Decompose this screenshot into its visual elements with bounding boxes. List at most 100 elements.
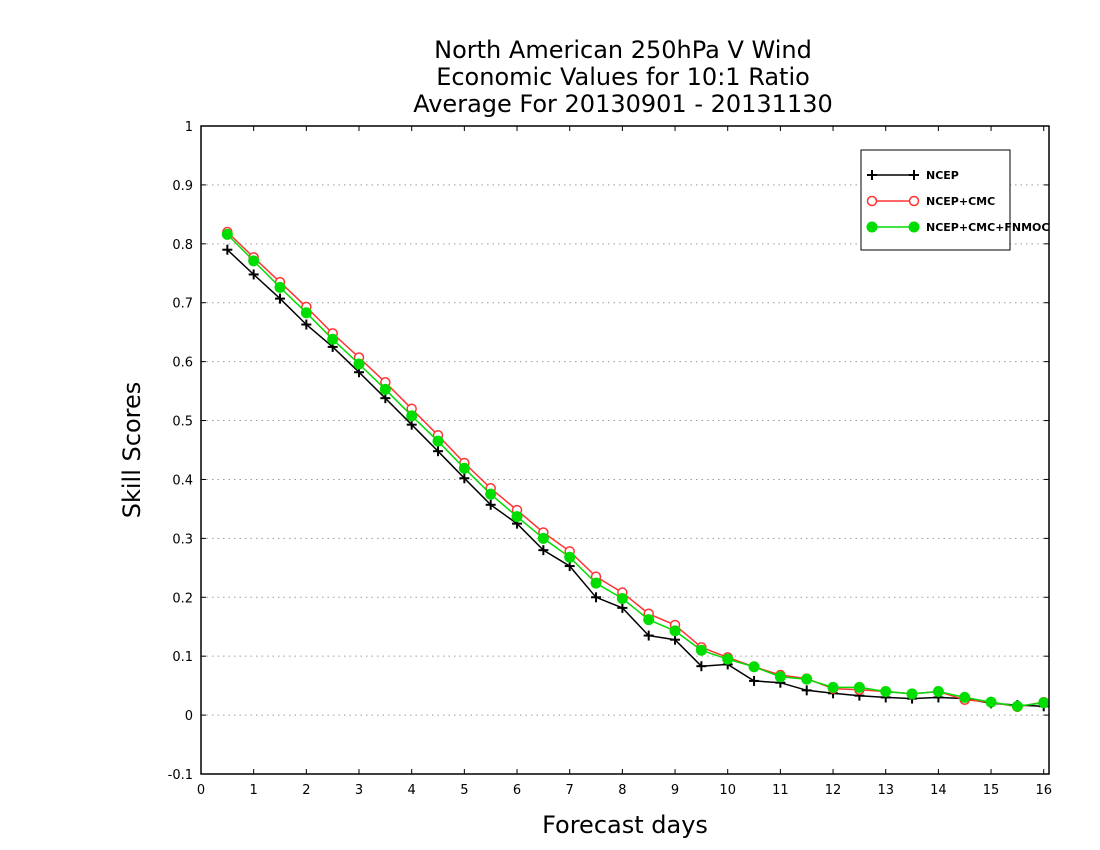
x-tick-label: 1: [250, 783, 258, 798]
x-tick-label: 7: [566, 783, 574, 798]
data-point: [866, 221, 878, 233]
y-axis: -0.1 0 0.1 0.2 0.3 0.4 0.5 0.6 0.7 0.8 0.9 1: [168, 120, 1049, 783]
data-point: [866, 195, 878, 207]
data-point: [695, 644, 707, 656]
data-point: [327, 333, 339, 345]
data-point: [433, 446, 444, 457]
chart-title-line-2: Economic Values for 10:1 Ratio: [436, 63, 810, 91]
x-axis-label: Forecast days: [542, 811, 708, 839]
series-ncep: [222, 244, 1049, 712]
series-group: [221, 226, 1050, 713]
chart-title-line-3: Average For 20130901 - 20131130: [413, 90, 833, 118]
data-point: [432, 435, 444, 447]
x-tick-label: 6: [513, 783, 521, 798]
data-point: [748, 661, 760, 673]
series-ncep-cmc: [222, 226, 1049, 713]
series-line: [226, 249, 1044, 708]
data-point: [801, 673, 813, 685]
data-point: [670, 634, 681, 645]
data-point: [458, 462, 470, 474]
data-point: [222, 244, 233, 255]
y-tick-label: -0.1: [168, 768, 193, 783]
data-point: [959, 691, 971, 703]
grid-lines: [201, 184, 1049, 716]
data-point: [248, 255, 260, 267]
data-point: [537, 532, 549, 544]
legend-label: NCEP+CMC+FNMOC: [926, 221, 1049, 234]
data-point: [301, 319, 312, 330]
data-point: [867, 170, 877, 180]
data-point: [538, 545, 549, 556]
data-point: [853, 681, 865, 693]
series-ncep-cmc-fnmoc: [221, 228, 1050, 712]
x-tick-label: 10: [719, 783, 736, 798]
data-point: [722, 653, 734, 665]
legend-item: NCEP+CMC: [866, 195, 995, 208]
y-tick-label: 0.8: [172, 238, 193, 253]
data-point: [669, 625, 681, 637]
y-tick-label: 0.3: [172, 532, 193, 547]
data-point: [590, 577, 602, 589]
legend-label: NCEP+CMC: [926, 195, 995, 208]
y-tick-label: 1: [185, 120, 193, 135]
y-tick-label: 0.1: [172, 650, 193, 665]
data-point: [616, 592, 628, 604]
x-axis: 0 1 2 3 4 5 6 7 8 9 10 11 12 13 14 15 16: [197, 126, 1052, 798]
x-tick-label: 4: [408, 783, 416, 798]
data-point: [485, 488, 497, 500]
data-point: [801, 685, 812, 696]
data-point: [880, 686, 892, 698]
data-point: [275, 293, 286, 304]
y-axis-label: Skill Scores: [118, 382, 146, 519]
y-tick-label: 0: [185, 709, 193, 724]
data-point: [1011, 700, 1023, 712]
data-point: [1038, 697, 1050, 709]
data-point: [511, 511, 523, 523]
legend-item: NCEP: [867, 169, 959, 182]
data-point: [774, 671, 786, 683]
data-point: [696, 661, 707, 672]
data-point: [985, 696, 997, 708]
data-point: [300, 307, 312, 319]
data-point: [459, 473, 470, 484]
y-tick-label: 0.4: [172, 473, 193, 488]
y-tick-label: 0.6: [172, 356, 193, 371]
x-tick-label: 12: [825, 783, 842, 798]
data-point: [221, 228, 233, 240]
data-point: [908, 195, 920, 207]
data-point: [827, 681, 839, 693]
x-tick-label: 8: [618, 783, 626, 798]
y-tick-label: 0.9: [172, 179, 193, 194]
x-tick-label: 13: [877, 783, 894, 798]
legend-label: NCEP: [926, 169, 959, 182]
data-point: [379, 383, 391, 395]
y-tick-label: 0.7: [172, 297, 193, 312]
y-tick-label: 0.5: [172, 415, 193, 430]
data-point: [643, 630, 654, 641]
data-point: [591, 592, 602, 603]
data-point: [749, 675, 760, 686]
data-point: [485, 499, 496, 510]
data-point: [617, 602, 628, 613]
legend: NCEP NCEP+CMC NCEP+CMC+FNMOC: [860, 149, 1049, 251]
data-point: [643, 614, 655, 626]
legend-item: NCEP+CMC+FNMOC: [866, 221, 1049, 234]
data-point: [909, 170, 919, 180]
data-point: [274, 281, 286, 293]
x-tick-label: 0: [197, 783, 205, 798]
data-point: [908, 221, 920, 233]
x-tick-label: 14: [930, 783, 947, 798]
chart-title-line-1: North American 250hPa V Wind: [434, 36, 812, 64]
series-line: [226, 233, 1044, 708]
x-tick-label: 11: [772, 783, 789, 798]
data-point: [353, 358, 365, 370]
data-point: [380, 393, 391, 404]
data-point: [932, 686, 944, 698]
data-point: [248, 269, 259, 280]
x-tick-label: 3: [355, 783, 363, 798]
data-point: [406, 419, 417, 430]
data-point: [406, 410, 418, 422]
data-point: [564, 561, 575, 572]
